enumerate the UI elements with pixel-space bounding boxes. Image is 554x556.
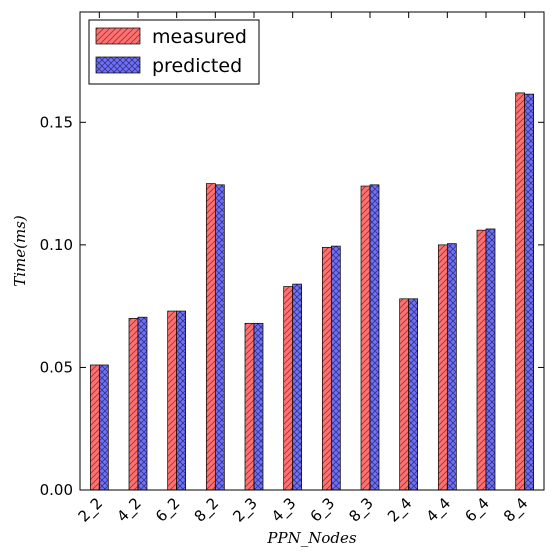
bar-predicted-6_4 [485, 228, 496, 491]
bar-predicted-2_3 [253, 322, 264, 491]
bar-predicted-4_2 [137, 316, 148, 491]
bar-predicted-6_2 [176, 310, 187, 491]
y-tick-label: 0.10 [40, 236, 73, 254]
legend-label-predicted: predicted [152, 55, 242, 77]
legend-swatch-measured [95, 27, 141, 45]
x-tick-label: 2_2 [75, 494, 107, 526]
bar-measured-2_2 [89, 364, 100, 491]
bar-measured-4_3 [283, 286, 294, 491]
x-axis-title: PPN_Nodes [266, 529, 356, 547]
x-tick-label: 2_3 [229, 494, 261, 526]
x-tick-label: 6_3 [307, 494, 339, 526]
plot-frame [79, 11, 545, 491]
x-tick-label: 6_4 [461, 494, 493, 526]
y-tick-label: 0.15 [40, 113, 73, 131]
bar-predicted-6_3 [330, 245, 341, 491]
y-tick-label: 0.00 [40, 481, 73, 499]
x-tick-label: 4_3 [268, 494, 300, 526]
y-axis: 0.00 0.05 0.10 0.15 [40, 113, 544, 499]
x-tick-label: 8_3 [345, 494, 377, 526]
x-tick-label: 6_2 [152, 494, 184, 526]
bar-predicted-8_3 [369, 184, 380, 491]
y-tick-label: 0.05 [40, 358, 73, 376]
bar-predicted-4_4 [446, 243, 457, 491]
x-tick-label: 8_2 [191, 494, 223, 526]
plot-area [80, 12, 544, 490]
bar-predicted-2_2 [98, 364, 109, 491]
bar-measured-8_3 [360, 185, 371, 491]
x-tick-label: 8_4 [500, 494, 532, 526]
x-tick-label: 4_2 [113, 494, 145, 526]
bar-predicted-4_3 [292, 283, 303, 491]
bar-measured-6_3 [321, 246, 332, 491]
bar-predicted-8_4 [524, 93, 535, 491]
bar-measured-4_4 [437, 244, 448, 491]
bar-predicted-8_2 [214, 184, 225, 491]
y-axis-title: Time(ms) [11, 215, 29, 287]
bar-predicted-2_4 [408, 298, 419, 491]
bar-measured-6_4 [476, 229, 487, 491]
x-tick-label: 4_4 [423, 494, 455, 526]
legend-label-measured: measured [152, 26, 247, 48]
bar-measured-6_2 [167, 310, 178, 491]
bar-measured-8_4 [515, 92, 526, 491]
bar-measured-2_3 [244, 322, 255, 491]
bar-measured-2_4 [399, 298, 410, 491]
bar-measured-4_2 [128, 318, 139, 491]
legend-swatch-predicted [95, 56, 141, 74]
legend: measured predicted [88, 19, 260, 85]
bar-measured-8_2 [205, 183, 216, 491]
x-tick-label: 2_4 [384, 494, 416, 526]
